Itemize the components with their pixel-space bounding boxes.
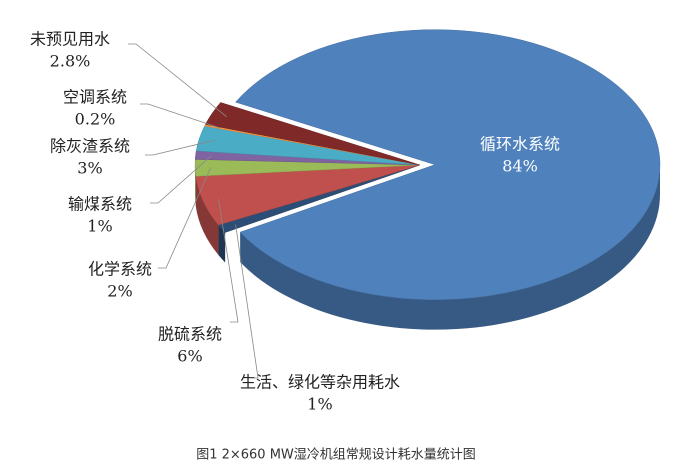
- slice-label: 除灰渣系统: [50, 137, 130, 156]
- slice: [235, 29, 661, 300]
- value-label: 1%: [87, 217, 112, 236]
- leader-line: [128, 43, 228, 118]
- value-label: 6%: [177, 347, 202, 366]
- leader-line: [158, 167, 212, 269]
- leader-line: [140, 103, 221, 129]
- slice-side: [195, 176, 219, 256]
- slice-label: 未预见用水: [30, 30, 110, 49]
- value-label: 3%: [77, 159, 102, 178]
- value-label: 2%: [107, 282, 132, 301]
- leader-line: [145, 139, 215, 156]
- slice-label: 空调系统: [63, 88, 127, 107]
- chart-title: 图1 2×660 MW湿冷机组常规设计耗水量统计图: [196, 448, 476, 463]
- leader-line: [150, 155, 212, 204]
- slice: [205, 102, 421, 166]
- value-label: 2.8%: [50, 52, 91, 71]
- slice-side: [240, 164, 660, 330]
- value-label: 84%: [502, 157, 538, 176]
- leader-line: [218, 198, 239, 323]
- slice-label: 脱硫系统: [158, 325, 222, 344]
- slice-label: 化学系统: [88, 260, 152, 279]
- slice-label: 生活、绿化等杂用耗水: [240, 373, 400, 392]
- slice-label: 循环水系统: [480, 135, 560, 154]
- value-label: 0.2%: [75, 110, 116, 129]
- slice-label: 输煤系统: [68, 195, 132, 214]
- leader-line: [235, 224, 259, 379]
- slice-side: [218, 225, 226, 263]
- value-label: 1%: [307, 395, 332, 414]
